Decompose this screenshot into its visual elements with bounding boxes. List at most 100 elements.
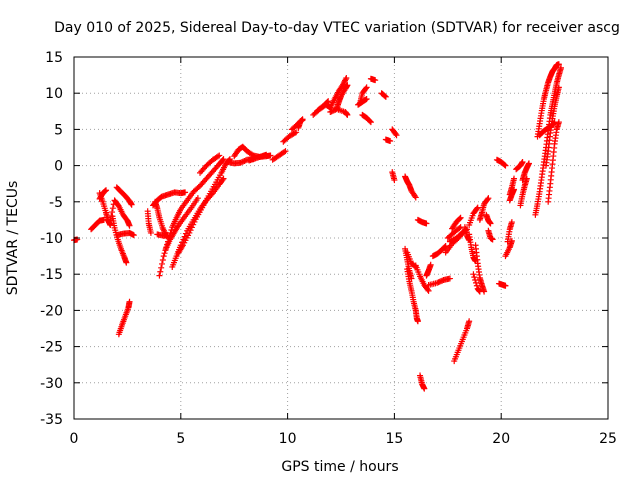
data-point (182, 189, 189, 196)
data-point (502, 282, 509, 289)
data-point (157, 268, 164, 275)
data-point (147, 229, 154, 236)
data-point (456, 215, 463, 222)
data-point (472, 279, 479, 286)
data-point (393, 132, 400, 139)
data-point (442, 242, 449, 249)
data-point (519, 158, 526, 165)
x-tick-label: 25 (599, 431, 617, 447)
data-point (511, 175, 518, 182)
data-point (382, 93, 389, 100)
data-point (341, 78, 348, 85)
data-point (340, 80, 347, 87)
data-point (501, 161, 508, 168)
data-point (267, 152, 274, 159)
data-point (473, 282, 480, 289)
data-point (487, 220, 494, 227)
axis-ticks (73, 56, 609, 420)
data-points (71, 61, 565, 392)
x-axis-label: GPS time / hours (281, 459, 398, 475)
data-point (412, 194, 419, 201)
data-point (344, 111, 351, 118)
data-point (425, 287, 432, 294)
data-point (188, 224, 195, 231)
data-point (342, 77, 349, 84)
data-point (362, 85, 369, 92)
y-tick-label: 5 (54, 122, 63, 138)
data-point (457, 214, 464, 221)
data-point (423, 220, 430, 227)
data-point (299, 116, 306, 123)
data-point (109, 205, 116, 212)
data-point (74, 236, 81, 243)
data-point (126, 222, 133, 229)
data-point (472, 276, 479, 283)
x-tick-labels: 0 5 10 15 20 25 (70, 431, 617, 447)
x-tick-label: 5 (176, 431, 185, 447)
data-point (414, 318, 421, 325)
data-point (382, 93, 389, 100)
data-point (421, 385, 428, 392)
y-axis-label: SDTVAR / TECUs (5, 181, 21, 296)
y-tick-label: -15 (40, 267, 63, 283)
data-point (392, 131, 399, 138)
data-point (343, 74, 350, 81)
data-point (558, 64, 565, 71)
data-point (484, 196, 491, 203)
x-tick-label: 15 (385, 431, 403, 447)
data-point (372, 77, 379, 84)
data-point (363, 84, 370, 91)
data-point (158, 264, 165, 271)
data-point (291, 130, 298, 137)
data-point (186, 229, 193, 236)
data-point (508, 219, 515, 226)
data-point (159, 260, 166, 267)
data-point (502, 162, 509, 169)
data-point (194, 195, 201, 202)
data-point (128, 201, 135, 208)
data-point (424, 286, 431, 293)
data-point (340, 81, 347, 88)
data-point (456, 225, 463, 232)
data-point (555, 84, 562, 91)
data-point (367, 119, 374, 126)
data-point (298, 117, 305, 124)
y-tick-label: -10 (40, 231, 63, 247)
data-point (476, 288, 483, 295)
y-tick-label: -25 (40, 340, 63, 356)
data-point (293, 129, 300, 136)
data-point (470, 271, 477, 278)
data-point (555, 61, 562, 68)
data-point (363, 95, 370, 102)
y-tick-label: 10 (45, 86, 63, 102)
y-tick-label: 0 (54, 159, 63, 175)
data-point (325, 98, 332, 105)
data-point (187, 227, 194, 234)
data-point (391, 177, 398, 184)
data-point (344, 82, 351, 89)
data-point (216, 152, 223, 159)
data-point (525, 160, 532, 167)
data-point (156, 272, 163, 279)
data-point (446, 275, 453, 282)
data-point (263, 151, 270, 158)
y-tick-label: 15 (45, 50, 63, 66)
data-point (190, 221, 197, 228)
data-point (485, 195, 492, 202)
data-point (103, 187, 110, 194)
data-point (130, 232, 137, 239)
data-point (159, 257, 166, 264)
data-point (123, 259, 130, 266)
data-point (489, 236, 496, 243)
data-point (508, 237, 515, 244)
data-point (324, 99, 331, 106)
data-point (411, 193, 418, 200)
data-point (282, 148, 289, 155)
data-point (471, 274, 478, 281)
data-point (219, 157, 226, 164)
data-point (473, 205, 480, 212)
data-point (281, 148, 288, 155)
x-tick-label: 20 (492, 431, 510, 447)
data-point (191, 218, 198, 225)
